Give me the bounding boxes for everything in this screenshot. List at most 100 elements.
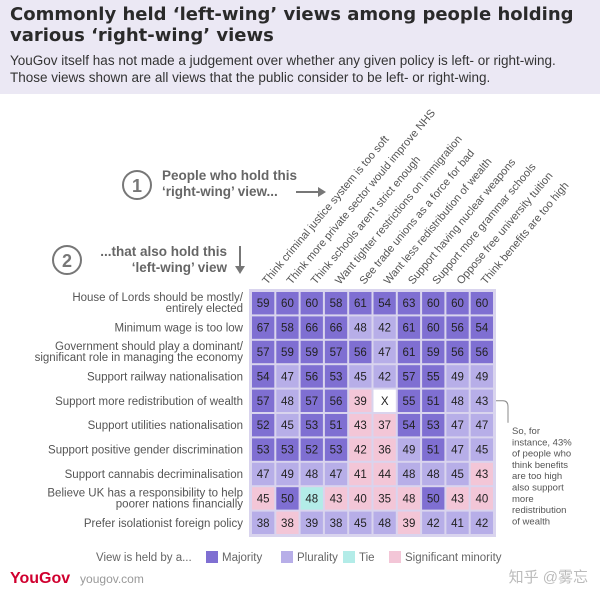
cell-value: 56: [451, 323, 464, 335]
cell-value: 51: [427, 445, 440, 457]
legend-swatch: [206, 551, 218, 563]
row-label: Support cannabis decriminalisation: [65, 469, 243, 481]
heatmap-cell: [373, 316, 396, 339]
heatmap-cell: [373, 414, 396, 437]
heatmap-cell: [446, 340, 469, 364]
cell-value: 43: [354, 420, 367, 432]
heatmap-cell: [276, 292, 299, 315]
legend-swatch: [343, 551, 355, 563]
cell-value: 56: [475, 347, 488, 359]
site-url[interactable]: yougov.com: [80, 572, 144, 586]
cell-value: 45: [257, 493, 270, 505]
heatmap-cell: [446, 438, 469, 461]
heatmap-cell: [397, 365, 421, 388]
heatmap-cell: [397, 292, 421, 315]
cell-value: 49: [403, 445, 416, 457]
cell-value: 38: [257, 518, 270, 530]
row-label: Prefer isolationist foreign policy: [84, 518, 243, 530]
heatmap-cell: [349, 487, 372, 510]
cell-value: 57: [305, 396, 318, 408]
cell-value: 36: [378, 445, 391, 457]
cell-value: 48: [403, 493, 416, 505]
cell-value: 45: [354, 371, 367, 383]
annotation-text: So, for: [512, 426, 540, 437]
annotation-text: instance, 43%: [512, 437, 572, 448]
cell-value: 60: [427, 323, 440, 335]
cell-value: 44: [378, 469, 391, 481]
cell-value: 60: [451, 298, 464, 310]
cell-value: 56: [451, 347, 464, 359]
heatmap-cell: [422, 438, 445, 461]
cell-value: 43: [475, 396, 488, 408]
step1-arrowhead: [318, 187, 326, 197]
cell-value: 53: [330, 371, 343, 383]
heatmap-cell: [422, 365, 445, 388]
step2-circle: [52, 245, 82, 275]
legend-swatch: [389, 551, 401, 563]
cell-value: 45: [281, 420, 294, 432]
heatmap-cell: [446, 414, 469, 437]
step2-text: ‘left-wing’ view: [132, 260, 228, 275]
heatmap-cell: [446, 389, 469, 412]
cell-value: 57: [257, 396, 270, 408]
cell-value: 66: [305, 323, 318, 335]
cell-value: 50: [427, 493, 440, 505]
heatmap-cell: [446, 365, 469, 388]
heatmap-cell: [373, 292, 396, 315]
cell-value: 35: [378, 493, 391, 505]
cell-value: 58: [281, 323, 294, 335]
row-label: Government should play a dominant/: [55, 341, 244, 353]
heatmap-cell: [349, 365, 372, 388]
cell-value: 48: [281, 396, 294, 408]
heatmap-cell: [397, 414, 421, 437]
cell-value: 57: [257, 347, 270, 359]
cell-value: 43: [330, 493, 343, 505]
heatmap-cell: [324, 438, 348, 461]
heatmap-cell: [397, 462, 421, 486]
cell-value: 42: [378, 371, 391, 383]
heatmap-cell: [397, 511, 421, 534]
annotation-text: of wealth: [512, 516, 550, 527]
heatmap-cell: [276, 340, 299, 364]
cell-value: 41: [451, 518, 464, 530]
cell-value: 54: [403, 420, 416, 432]
heatmap-cell: [300, 511, 323, 534]
heatmap-cell: [252, 487, 275, 510]
heatmap-cell: [422, 389, 445, 412]
cell-value: 49: [281, 469, 294, 481]
cell-value: 47: [475, 420, 488, 432]
cell-value: 51: [330, 420, 343, 432]
heatmap-cell: [349, 389, 372, 412]
heatmap-cell: [470, 487, 493, 510]
row-label: significant role in managing the economy: [35, 352, 244, 364]
heatmap-cell: [349, 511, 372, 534]
heatmap-cell: [252, 511, 275, 534]
heatmap-cell: [324, 340, 348, 364]
cell-value: X: [381, 396, 389, 408]
heatmap-cell: [276, 389, 299, 412]
cell-value: 45: [354, 518, 367, 530]
heatmap-cell: [349, 414, 372, 437]
step1-text: ‘right-wing’ view...: [162, 184, 278, 199]
heatmap-cell: [397, 487, 421, 510]
cell-value: 54: [257, 371, 270, 383]
heatmap-cell: [349, 292, 372, 315]
heatmap-cell: [300, 389, 323, 412]
heatmap-cell: [373, 365, 396, 388]
heatmap-cell: [300, 462, 323, 486]
cell-value: 61: [403, 347, 416, 359]
heatmap-cell: [252, 389, 275, 412]
row-label: Support positive gender discrimination: [48, 445, 243, 457]
cell-value: 63: [403, 298, 416, 310]
cell-value: 48: [305, 469, 318, 481]
header-band: Commonly held ‘left-wing’ views among pe…: [0, 0, 600, 94]
heatmap-cell: [422, 340, 445, 364]
heatmap-cell: [349, 316, 372, 339]
cell-value: 52: [305, 445, 318, 457]
cell-value: 54: [475, 323, 488, 335]
heatmap-cell: [324, 365, 348, 388]
row-label: Support railway nationalisation: [87, 371, 243, 383]
heatmap-cell: [422, 511, 445, 534]
heatmap-cell: [470, 511, 493, 534]
heatmap-cell: [300, 487, 323, 510]
